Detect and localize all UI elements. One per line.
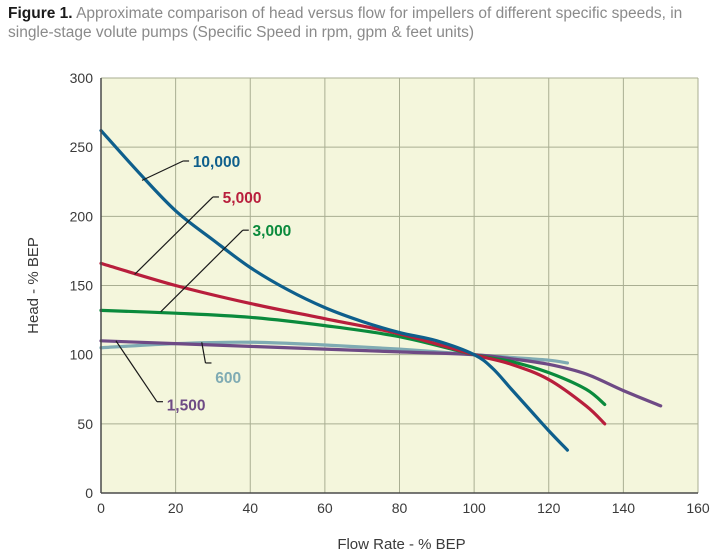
x-tick-label: 0 [97,500,105,516]
series-label-5000: 5,000 [223,190,262,207]
leader-line [115,340,158,403]
axes [100,78,698,494]
x-tick-label: 40 [242,500,258,516]
series-line-1500 [99,339,663,408]
series-line-5000 [99,261,607,426]
y-tick-label: 200 [70,208,94,224]
tick-labels: 0 20 40 60 80 100 120 140 160 0 50 100 150 200 250 300 [70,70,710,516]
figure-label: Figure 1. [8,5,73,22]
leader-line [160,229,244,313]
x-tick-label: 60 [317,500,333,516]
x-tick-label: 80 [392,500,408,516]
leader-line [201,342,207,364]
leader-line [141,160,184,181]
leader-line [134,196,214,275]
figure-caption-text: Approximate comparison of head versus fl… [8,5,683,41]
figure-caption: Figure 1. Approximate comparison of head… [8,4,716,42]
series-line-10000 [99,128,570,452]
x-tick-label: 160 [686,500,710,516]
x-tick-label: 120 [537,500,561,516]
y-tick-label: 100 [70,347,94,363]
series-label-3000: 3,000 [253,223,292,240]
series-label-1500: 1,500 [167,397,206,414]
series-label-600: 600 [215,370,241,387]
series-line-3000 [99,308,607,407]
series-label-10000: 10,000 [193,154,240,171]
y-tick-label: 0 [85,485,93,501]
y-axis-title: Head - % BEP [25,237,42,334]
y-tick-label: 150 [70,278,94,294]
y-tick-label: 50 [77,416,93,432]
x-tick-label: 20 [168,500,184,516]
x-tick-label: 100 [462,500,486,516]
x-tick-label: 140 [612,500,636,516]
series-lines [99,128,663,452]
y-tick-label: 300 [70,70,94,86]
x-axis-title: Flow Rate - % BEP [337,536,465,553]
label-leaders: 10,000 5,000 3,000 600 1,500 [115,154,292,414]
y-tick-label: 250 [70,139,94,155]
